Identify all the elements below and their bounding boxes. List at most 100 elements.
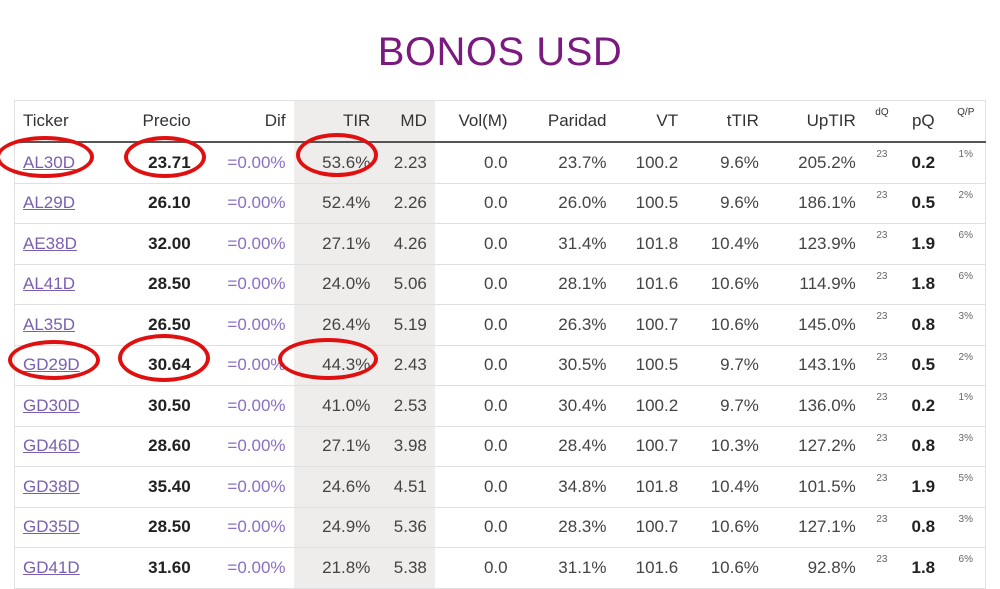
vol-cell: 0.0 [434, 466, 516, 508]
dq-cell: 23 [863, 183, 901, 224]
qp-cell: 6% [946, 223, 986, 265]
tir-cell: 41.0% [293, 385, 379, 427]
ticker-link[interactable]: GD38D [23, 476, 80, 496]
uptir-cell: 101.5% [766, 466, 864, 508]
ttir-cell: 10.6% [686, 304, 767, 346]
col-dif[interactable]: Dif [198, 100, 294, 143]
qp-cell: 2% [946, 345, 986, 386]
dif-cell: =0.00% [198, 142, 294, 184]
tir-cell: 24.0% [293, 264, 379, 305]
pq-cell: 0.2 [900, 385, 947, 427]
ttir-cell: 10.6% [686, 547, 767, 589]
ttir-cell: 9.6% [686, 142, 767, 184]
qp-cell: 2% [946, 183, 986, 224]
uptir-cell: 127.2% [766, 426, 864, 467]
pq-cell: 0.5 [900, 345, 947, 386]
dq-cell: 23 [863, 426, 901, 467]
paridad-cell: 31.4% [515, 223, 615, 265]
page-title: BONOS USD [377, 30, 623, 74]
col-uptir[interactable]: UpTIR [766, 100, 864, 143]
table-row: GD46D 28.60 =0.00% 27.1% 3.98 0.0 28.4% … [14, 426, 986, 467]
vol-cell: 0.0 [434, 547, 516, 589]
vol-cell: 0.0 [434, 507, 516, 548]
col-paridad[interactable]: Paridad [515, 100, 615, 143]
uptir-cell: 145.0% [766, 304, 864, 346]
vt-cell: 100.5 [614, 345, 687, 386]
vt-cell: 101.8 [614, 466, 687, 508]
table-row: GD38D 35.40 =0.00% 24.6% 4.51 0.0 34.8% … [14, 466, 986, 508]
vol-cell: 0.0 [434, 183, 516, 224]
precio-cell: 26.10 [109, 183, 199, 224]
ticker-link[interactable]: AL29D [23, 193, 75, 213]
md-cell: 3.98 [378, 426, 435, 467]
md-cell: 5.38 [378, 547, 435, 589]
ticker-link[interactable]: GD41D [23, 557, 80, 577]
col-ticker[interactable]: Ticker [14, 100, 110, 143]
tir-cell: 44.3% [293, 345, 379, 386]
vt-cell: 101.6 [614, 264, 687, 305]
col-dq[interactable]: dQ [863, 100, 901, 143]
dif-cell: =0.00% [198, 507, 294, 548]
pq-cell: 1.9 [900, 466, 947, 508]
vt-cell: 100.2 [614, 142, 687, 184]
paridad-cell: 26.3% [515, 304, 615, 346]
dq-cell: 23 [863, 385, 901, 427]
uptir-cell: 205.2% [766, 142, 864, 184]
table-row: GD41D 31.60 =0.00% 21.8% 5.38 0.0 31.1% … [14, 547, 986, 589]
col-precio[interactable]: Precio [109, 100, 199, 143]
col-md[interactable]: MD [378, 100, 435, 143]
paridad-cell: 31.1% [515, 547, 615, 589]
ticker-link[interactable]: GD46D [23, 436, 80, 456]
dq-cell: 23 [863, 547, 901, 589]
pq-cell: 0.5 [900, 183, 947, 224]
uptir-cell: 143.1% [766, 345, 864, 386]
pq-cell: 0.2 [900, 142, 947, 184]
vol-cell: 0.0 [434, 223, 516, 265]
ticker-link[interactable]: AL30D [23, 152, 75, 172]
col-vol[interactable]: Vol(M) [434, 100, 516, 143]
ttir-cell: 10.6% [686, 507, 767, 548]
vol-cell: 0.0 [434, 264, 516, 305]
md-cell: 4.51 [378, 466, 435, 508]
dif-cell: =0.00% [198, 183, 294, 224]
precio-cell: 26.50 [109, 304, 199, 346]
tir-cell: 27.1% [293, 223, 379, 265]
precio-cell: 28.60 [109, 426, 199, 467]
table-row: AL29D 26.10 =0.00% 52.4% 2.26 0.0 26.0% … [14, 183, 986, 224]
md-cell: 5.36 [378, 507, 435, 548]
ticker-link[interactable]: GD29D [23, 355, 80, 375]
tir-cell: 52.4% [293, 183, 379, 224]
md-cell: 2.26 [378, 183, 435, 224]
qp-cell: 1% [946, 142, 986, 184]
uptir-cell: 92.8% [766, 547, 864, 589]
pq-cell: 0.8 [900, 426, 947, 467]
col-tir[interactable]: TIR [293, 100, 379, 143]
vol-cell: 0.0 [434, 142, 516, 184]
col-vt[interactable]: VT [614, 100, 687, 143]
pq-cell: 1.8 [900, 547, 947, 589]
qp-cell: 5% [946, 466, 986, 508]
vol-cell: 0.0 [434, 304, 516, 346]
vol-cell: 0.0 [434, 345, 516, 386]
ticker-link[interactable]: GD30D [23, 395, 80, 415]
ticker-link[interactable]: GD35D [23, 517, 80, 537]
col-ttir[interactable]: tTIR [686, 100, 767, 143]
col-pq[interactable]: pQ [900, 100, 947, 143]
dq-cell: 23 [863, 304, 901, 346]
precio-cell: 23.71 [109, 142, 199, 184]
ticker-link[interactable]: AL35D [23, 314, 75, 334]
vt-cell: 100.2 [614, 385, 687, 427]
vt-cell: 101.8 [614, 223, 687, 265]
paridad-cell: 30.4% [515, 385, 615, 427]
vol-cell: 0.0 [434, 426, 516, 467]
qp-cell: 3% [946, 507, 986, 548]
paridad-cell: 30.5% [515, 345, 615, 386]
col-qp[interactable]: Q/P [946, 100, 986, 143]
pq-cell: 1.9 [900, 223, 947, 265]
ticker-link[interactable]: AE38D [23, 233, 77, 253]
precio-cell: 32.00 [109, 223, 199, 265]
dq-cell: 23 [863, 507, 901, 548]
uptir-cell: 123.9% [766, 223, 864, 265]
uptir-cell: 127.1% [766, 507, 864, 548]
ticker-link[interactable]: AL41D [23, 274, 75, 294]
